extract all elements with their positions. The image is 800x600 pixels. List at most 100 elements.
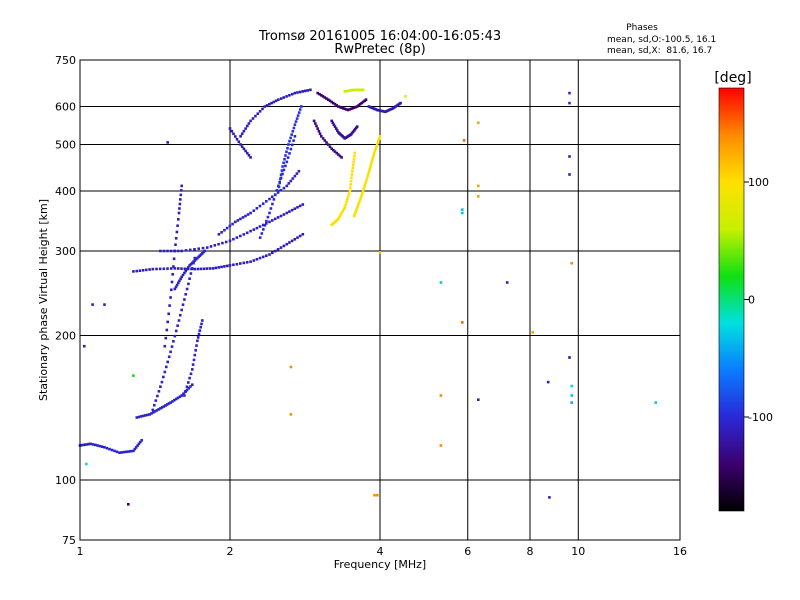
data-point: [346, 197, 349, 201]
data-point: [199, 325, 202, 329]
data-point: [249, 260, 252, 263]
data-point: [349, 89, 353, 92]
data-point: [228, 264, 232, 267]
data-point: [288, 94, 291, 97]
data-point: [180, 275, 183, 279]
data-markers: [78, 88, 657, 506]
data-point: [291, 177, 295, 180]
data-point: [225, 226, 229, 230]
data-point: [271, 251, 274, 255]
data-point: [332, 148, 335, 152]
data-point: [179, 277, 182, 281]
data-point: [351, 169, 354, 173]
data-point: [157, 408, 160, 411]
data-point: [346, 108, 350, 112]
data-point: [274, 193, 277, 197]
data-point: [235, 262, 239, 266]
data-point: [328, 99, 332, 103]
data-point: [245, 261, 249, 264]
data-point: [194, 349, 197, 352]
data-point: [224, 240, 228, 244]
data-point: [85, 462, 88, 466]
data-point: [193, 248, 196, 251]
data-point: [263, 224, 267, 227]
x-tick-label: 4: [377, 545, 384, 558]
data-point: [268, 211, 271, 215]
data-point: [570, 401, 573, 404]
data-point: [348, 189, 352, 193]
data-point: [286, 146, 289, 150]
data-point: [252, 209, 256, 212]
data-point: [298, 204, 302, 208]
data-point: [570, 261, 573, 265]
data-point: [247, 122, 251, 125]
data-point: [268, 197, 271, 201]
data-point: [258, 256, 262, 260]
data-point: [190, 267, 193, 271]
data-point: [289, 413, 293, 416]
stats-x-mode: mean, sd,X: 81.6, 16.7: [607, 46, 712, 56]
data-point: [191, 383, 194, 386]
data-point: [239, 217, 242, 221]
data-point: [173, 267, 177, 270]
data-point: [367, 170, 371, 173]
data-point: [346, 89, 350, 93]
x-tick-label: 16: [673, 545, 687, 558]
data-point: [275, 189, 279, 192]
data-point: [280, 169, 284, 172]
data-point: [355, 105, 359, 108]
data-point: [288, 152, 291, 155]
data-point: [133, 447, 137, 451]
data-point: [279, 246, 283, 249]
data-point: [371, 107, 375, 110]
data-point: [328, 145, 332, 148]
data-point: [244, 214, 247, 218]
data-point: [548, 496, 551, 499]
data-point: [80, 443, 84, 447]
data-point: [239, 135, 242, 138]
colorbar: [718, 87, 745, 512]
data-point: [173, 287, 177, 291]
data-point: [295, 117, 299, 120]
data-point: [273, 217, 277, 221]
data-point: [178, 395, 182, 398]
data-point: [220, 265, 223, 269]
data-point: [365, 177, 369, 180]
data-point: [205, 246, 209, 249]
data-point: [166, 267, 169, 270]
data-point: [200, 322, 203, 326]
data-point: [288, 241, 291, 244]
data-point: [187, 266, 190, 269]
data-point: [120, 451, 124, 454]
data-point: [477, 184, 480, 188]
data-point: [293, 91, 297, 95]
data-point: [249, 229, 252, 233]
data-point: [164, 336, 168, 340]
data-point: [244, 149, 247, 153]
data-point: [154, 399, 158, 402]
data-point: [293, 174, 297, 178]
data-point: [289, 136, 292, 140]
data-point: [180, 394, 183, 397]
data-point: [352, 214, 356, 218]
data-point: [285, 211, 289, 215]
data-point: [141, 269, 145, 272]
data-point: [188, 248, 192, 252]
data-point: [373, 107, 376, 111]
data-point: [285, 242, 289, 246]
data-point: [357, 203, 360, 206]
data-point: [333, 150, 337, 153]
data-point: [301, 233, 305, 236]
data-point: [654, 401, 657, 404]
data-point: [568, 356, 571, 359]
data-point: [171, 400, 174, 403]
data-point: [284, 154, 287, 157]
data-point: [258, 110, 262, 113]
data-point: [361, 88, 365, 92]
data-point: [377, 139, 380, 142]
data-point: [341, 107, 345, 110]
data-point: [261, 107, 264, 111]
data-point: [375, 143, 379, 146]
data-point: [234, 135, 237, 138]
x-axis: 1 2 4 6 8 10 16: [77, 545, 688, 558]
